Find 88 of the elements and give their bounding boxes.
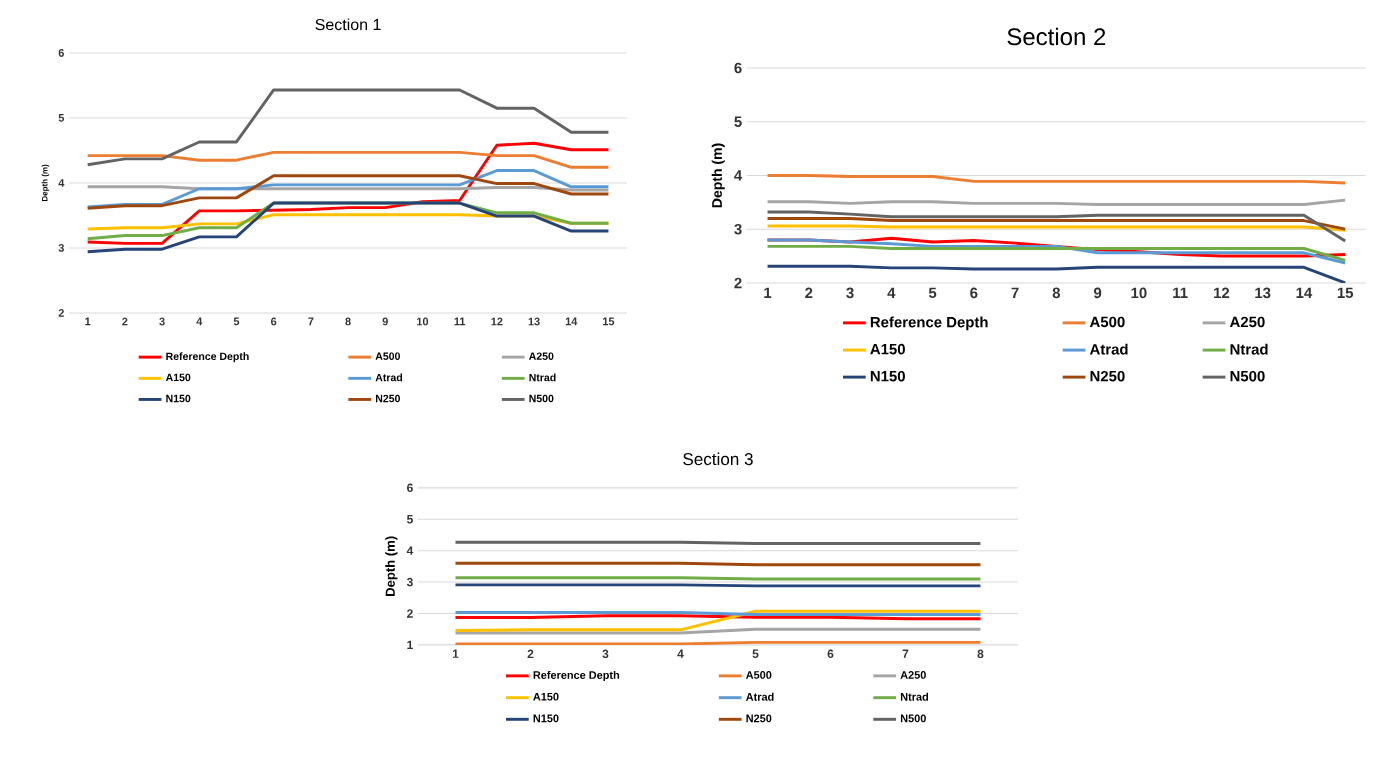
x-tick-label: 7 xyxy=(308,317,314,326)
legend-label: N250 xyxy=(375,394,400,403)
line-series xyxy=(86,141,610,245)
x-tick-label: 13 xyxy=(1255,287,1271,299)
legend-label: Atrad xyxy=(745,692,774,701)
legend-label: N150 xyxy=(166,394,191,403)
x-tick-label: 6 xyxy=(271,317,277,326)
y-tick-label: 3 xyxy=(406,577,413,587)
x-tick-label: 5 xyxy=(752,649,759,659)
legend-label: N150 xyxy=(533,714,559,723)
x-tick-label: 5 xyxy=(928,287,937,299)
x-tick-label: 8 xyxy=(345,317,351,326)
legend-label: A250 xyxy=(528,352,554,360)
legend-label: A150 xyxy=(870,343,905,355)
legend-label: Atrad xyxy=(375,373,403,382)
x-tick-label: 10 xyxy=(1131,287,1147,299)
legend-label: Ntrad xyxy=(529,373,556,382)
y-tick-label: 4 xyxy=(406,546,414,555)
x-tick-label: 9 xyxy=(1093,287,1102,299)
legend-label: A500 xyxy=(745,671,772,679)
x-tick-label: 1 xyxy=(85,317,91,326)
legend-label: Reference Depth xyxy=(870,316,988,331)
x-tick-label: 12 xyxy=(1214,287,1230,299)
legend-label: A250 xyxy=(1229,316,1265,328)
legend-label: A150 xyxy=(533,692,559,701)
x-tick-label: 4 xyxy=(677,649,684,658)
x-tick-label: 3 xyxy=(602,649,609,659)
x-tick-label: 2 xyxy=(527,649,534,659)
x-tick-label: 4 xyxy=(196,317,203,326)
y-axis-title: Depth (m) xyxy=(385,536,398,597)
y-tick-label: 5 xyxy=(406,515,413,524)
x-tick-label: 11 xyxy=(1173,287,1188,298)
legend-label: A250 xyxy=(900,671,926,679)
y-tick-label: 2 xyxy=(407,609,413,618)
legend-label: N500 xyxy=(1230,370,1265,382)
legend-label: Ntrad xyxy=(900,692,929,701)
x-tick-label: 6 xyxy=(970,287,978,299)
x-tick-label: 9 xyxy=(382,317,388,326)
x-tick-label: 15 xyxy=(603,317,615,326)
legend-label: N250 xyxy=(746,714,772,723)
x-tick-label: 7 xyxy=(902,649,909,658)
x-tick-label: 14 xyxy=(1296,287,1313,298)
y-axis-title: Depth (m) xyxy=(41,164,50,202)
x-tick-label: 8 xyxy=(977,649,984,659)
x-tick-label: 2 xyxy=(122,317,128,326)
legend-label: Reference Depth xyxy=(166,352,249,363)
y-axis-title: Depth (m) xyxy=(711,143,725,208)
y-tick-label: 2 xyxy=(58,309,64,317)
x-tick-label: 3 xyxy=(846,287,854,299)
x-tick-label: 5 xyxy=(233,317,240,326)
chart-title: Section 3 xyxy=(683,452,753,466)
x-tick-label: 2 xyxy=(805,287,813,299)
chart-title: Section 1 xyxy=(315,18,381,31)
legend-label: Reference Depth xyxy=(533,670,620,682)
y-tick-label: 6 xyxy=(407,483,413,493)
x-tick-label: 3 xyxy=(159,317,165,326)
x-tick-label: 1 xyxy=(452,649,459,658)
x-tick-label: 1 xyxy=(764,287,772,298)
legend-label: A150 xyxy=(165,373,191,382)
x-tick-label: 4 xyxy=(887,287,896,298)
legend-label: A500 xyxy=(1089,316,1125,328)
x-tick-label: 6 xyxy=(827,649,834,659)
legend-label: N250 xyxy=(1090,370,1125,382)
y-tick-label: 2 xyxy=(734,277,742,289)
y-tick-label: 3 xyxy=(58,244,64,252)
legend-label: N500 xyxy=(900,714,926,723)
x-tick-label: 12 xyxy=(491,317,503,326)
legend-label: Atrad xyxy=(1089,343,1128,355)
legend-label: N150 xyxy=(870,370,905,382)
y-tick-label: 4 xyxy=(734,170,743,181)
x-tick-label: 7 xyxy=(1011,287,1019,298)
x-tick-label: 13 xyxy=(528,317,540,326)
y-tick-label: 6 xyxy=(58,49,64,57)
y-tick-label: 5 xyxy=(734,116,742,127)
x-tick-label: 14 xyxy=(565,317,578,326)
x-tick-label: 8 xyxy=(1052,287,1061,299)
y-tick-label: 5 xyxy=(58,114,65,122)
y-tick-label: 6 xyxy=(734,62,742,74)
y-tick-label: 4 xyxy=(58,179,65,187)
x-tick-label: 11 xyxy=(454,317,466,326)
chart-title: Section 2 xyxy=(1007,27,1106,46)
x-tick-label: 10 xyxy=(417,317,429,326)
x-tick-label: 15 xyxy=(1337,287,1354,299)
legend-label: N500 xyxy=(529,394,554,403)
y-tick-label: 1 xyxy=(407,640,413,650)
legend-label: Ntrad xyxy=(1230,343,1268,355)
legend-label: A500 xyxy=(375,352,400,360)
y-tick-label: 3 xyxy=(734,223,742,235)
